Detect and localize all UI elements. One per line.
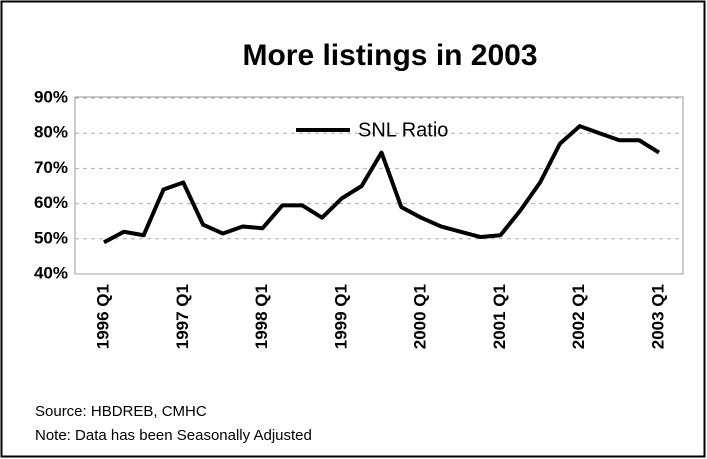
- y-tick-label: 40%: [34, 263, 68, 282]
- x-tick-label: 1997 Q1: [173, 284, 192, 349]
- chart-title: More listings in 2003: [242, 39, 537, 72]
- source-note: Source: HBDREB, CMHC: [35, 403, 207, 420]
- legend-label: SNL Ratio: [358, 119, 448, 141]
- y-tick-label: 90%: [34, 87, 68, 106]
- x-tick-label: 2001 Q1: [490, 284, 509, 349]
- x-tick-label: 1998 Q1: [252, 284, 271, 349]
- y-tick-label: 50%: [34, 228, 68, 247]
- x-tick-label: 2002 Q1: [569, 284, 588, 349]
- y-tick-label: 80%: [34, 123, 68, 142]
- y-tick-label: 70%: [34, 158, 68, 177]
- x-tick-label: 2000 Q1: [411, 284, 430, 349]
- data-line: [103, 124, 661, 245]
- footnote: Note: Data has been Seasonally Adjusted: [35, 427, 312, 444]
- x-tick-label: 1999 Q1: [331, 284, 350, 349]
- y-tick-label: 60%: [34, 193, 68, 212]
- x-tick-label: 1996 Q1: [93, 284, 112, 349]
- x-tick-label: 2003 Q1: [648, 284, 667, 349]
